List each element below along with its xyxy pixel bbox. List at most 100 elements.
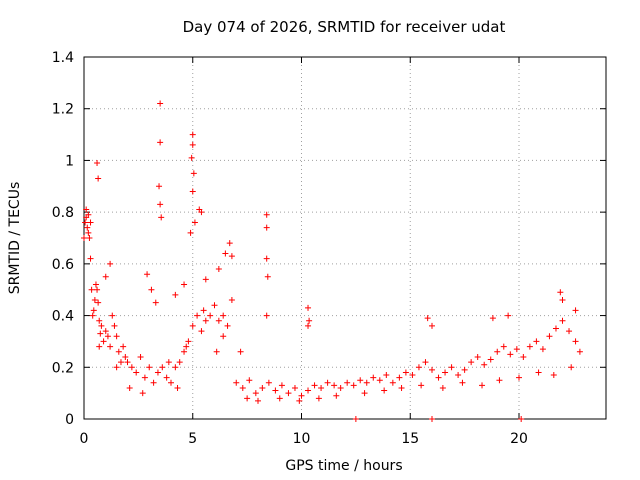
data-point — [494, 348, 501, 355]
data-point — [126, 384, 133, 391]
data-point — [296, 397, 303, 404]
data-point — [361, 390, 368, 397]
data-point — [263, 211, 270, 218]
data-point — [94, 286, 101, 293]
data-point — [86, 235, 93, 241]
data-point — [259, 384, 266, 391]
data-point — [228, 253, 235, 260]
data-point — [265, 379, 272, 386]
data-point — [144, 271, 151, 278]
data-point — [566, 328, 573, 335]
y-tick-label: 0.2 — [52, 360, 74, 376]
data-point — [233, 379, 240, 386]
y-tick-label: 1.4 — [52, 50, 74, 66]
y-axis-label: SRMTID / TECUs — [7, 182, 23, 295]
data-point — [82, 219, 89, 226]
data-point — [228, 297, 235, 304]
data-point — [200, 307, 207, 314]
data-point — [409, 372, 416, 379]
data-point — [398, 384, 405, 391]
data-point — [94, 160, 101, 167]
data-point — [263, 312, 270, 319]
data-point — [189, 141, 196, 148]
data-point — [429, 322, 435, 329]
data-point — [550, 372, 557, 379]
data-point — [194, 312, 201, 319]
data-point — [189, 131, 196, 138]
data-point — [291, 384, 298, 391]
data-point — [263, 224, 270, 231]
y-tick-label: 0.8 — [52, 205, 74, 221]
data-point — [350, 382, 357, 389]
x-tick-label: 5 — [188, 431, 197, 447]
data-point — [163, 374, 170, 381]
data-point — [461, 366, 468, 373]
data-point — [448, 364, 455, 371]
data-point — [117, 359, 124, 366]
data-point — [211, 302, 218, 309]
x-axis: 0 5 10 15 20 — [80, 57, 528, 447]
data-point — [157, 201, 164, 208]
data-point — [152, 299, 159, 306]
data-point — [172, 291, 179, 298]
data-point — [157, 100, 164, 107]
data-point — [252, 390, 259, 397]
y-tick-label: 1.2 — [52, 102, 74, 118]
data-point — [559, 297, 566, 304]
data-point — [246, 377, 253, 384]
data-point — [442, 369, 449, 376]
data-point — [113, 333, 120, 340]
data-point — [156, 183, 163, 190]
data-point — [137, 353, 144, 360]
data-point — [383, 372, 390, 379]
data-point — [90, 307, 97, 314]
data-point — [333, 392, 340, 399]
data-point — [154, 369, 161, 376]
data-point — [189, 322, 196, 329]
data-point — [352, 416, 359, 422]
data-point — [513, 346, 520, 353]
data-point — [568, 364, 575, 371]
data-point — [418, 382, 425, 389]
data-point — [370, 374, 377, 381]
data-point — [215, 317, 222, 324]
data-point — [439, 384, 446, 391]
x-tick-label: 20 — [510, 431, 528, 447]
y-tick-label: 0.4 — [52, 309, 74, 325]
data-point — [424, 315, 431, 322]
data-point — [215, 266, 222, 273]
data-point — [576, 348, 583, 355]
data-point — [474, 353, 481, 360]
data-point — [91, 297, 98, 304]
data-point — [191, 219, 198, 226]
data-point — [272, 387, 279, 394]
data-point — [168, 379, 174, 386]
data-point — [376, 377, 383, 384]
data-point — [198, 328, 205, 335]
data-point — [344, 379, 351, 386]
y-axis: 0 0.2 0.4 0.6 0.8 1 1.2 1.4 — [52, 50, 606, 428]
data-point — [539, 346, 546, 353]
data-point — [224, 322, 231, 329]
data-point — [429, 366, 435, 373]
data-points — [81, 100, 583, 422]
data-point — [389, 379, 396, 386]
data-point — [237, 348, 244, 355]
data-point — [92, 281, 99, 288]
data-point — [357, 377, 364, 384]
data-point — [557, 289, 564, 296]
data-point — [239, 384, 246, 391]
data-point — [159, 364, 166, 371]
data-point — [146, 364, 153, 371]
data-point — [84, 224, 91, 231]
data-point — [122, 353, 129, 360]
data-point — [396, 374, 403, 381]
data-point — [107, 343, 114, 350]
data-point — [518, 416, 525, 422]
data-point — [468, 359, 475, 366]
data-point — [306, 317, 313, 324]
data-point — [298, 392, 305, 399]
chart-title: Day 074 of 2026, SRMTID for receiver uda… — [183, 18, 506, 36]
data-point — [181, 348, 188, 355]
data-point — [113, 364, 120, 371]
